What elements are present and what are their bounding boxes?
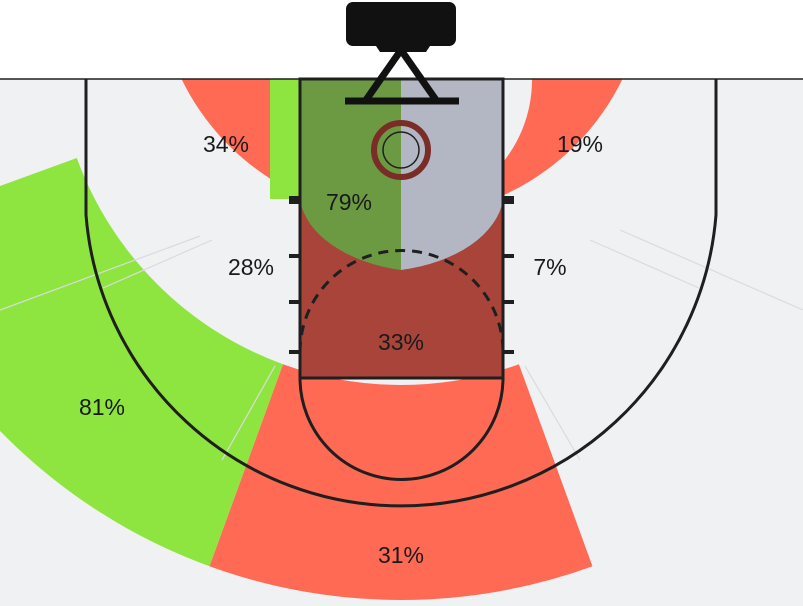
zone-label-mid-left-wing: 28%: [228, 254, 274, 280]
zone-label-three-top: 31%: [378, 542, 424, 568]
free-throw-circle-dashed: [298, 249, 505, 353]
zone-label-paint-non-ra: 33%: [378, 329, 424, 355]
zone-label-restricted-area: 79%: [326, 189, 372, 215]
zone-three-right-wing: [518, 157, 803, 567]
court-lines: [0, 2, 803, 508]
zone-label-three-left-wing: 81%: [79, 394, 125, 420]
zone-three-top: [209, 364, 593, 600]
stand-leg-right: [398, 47, 439, 103]
zone-label-mid-right-baseline: 19%: [557, 131, 603, 157]
backboard: [346, 2, 456, 46]
free-throw-circle-solid: [298, 377, 505, 481]
zone-separator: [589, 239, 700, 289]
zone-separator: [102, 239, 213, 289]
zone-paint-lower: [300, 200, 503, 378]
zone-separator: [619, 229, 803, 311]
zone-separator: [221, 365, 276, 461]
zone-label-mid-right-wing: 7%: [533, 254, 566, 280]
zone-labels: 79% 33% 34% 19% 28% 7% 81% 31%: [79, 131, 603, 568]
zone-restricted-left-edge: [270, 79, 300, 199]
three-point-line: [84, 79, 718, 508]
rim: [371, 120, 431, 180]
zone-separator: [524, 365, 581, 461]
rim-inner: [382, 131, 420, 169]
zone-separator: [0, 235, 201, 311]
zone-three-left-wing: [0, 157, 284, 567]
zone-label-mid-left-baseline: 34%: [203, 131, 249, 157]
paint-outline: [298, 77, 505, 380]
stand-leg-left: [363, 47, 404, 103]
